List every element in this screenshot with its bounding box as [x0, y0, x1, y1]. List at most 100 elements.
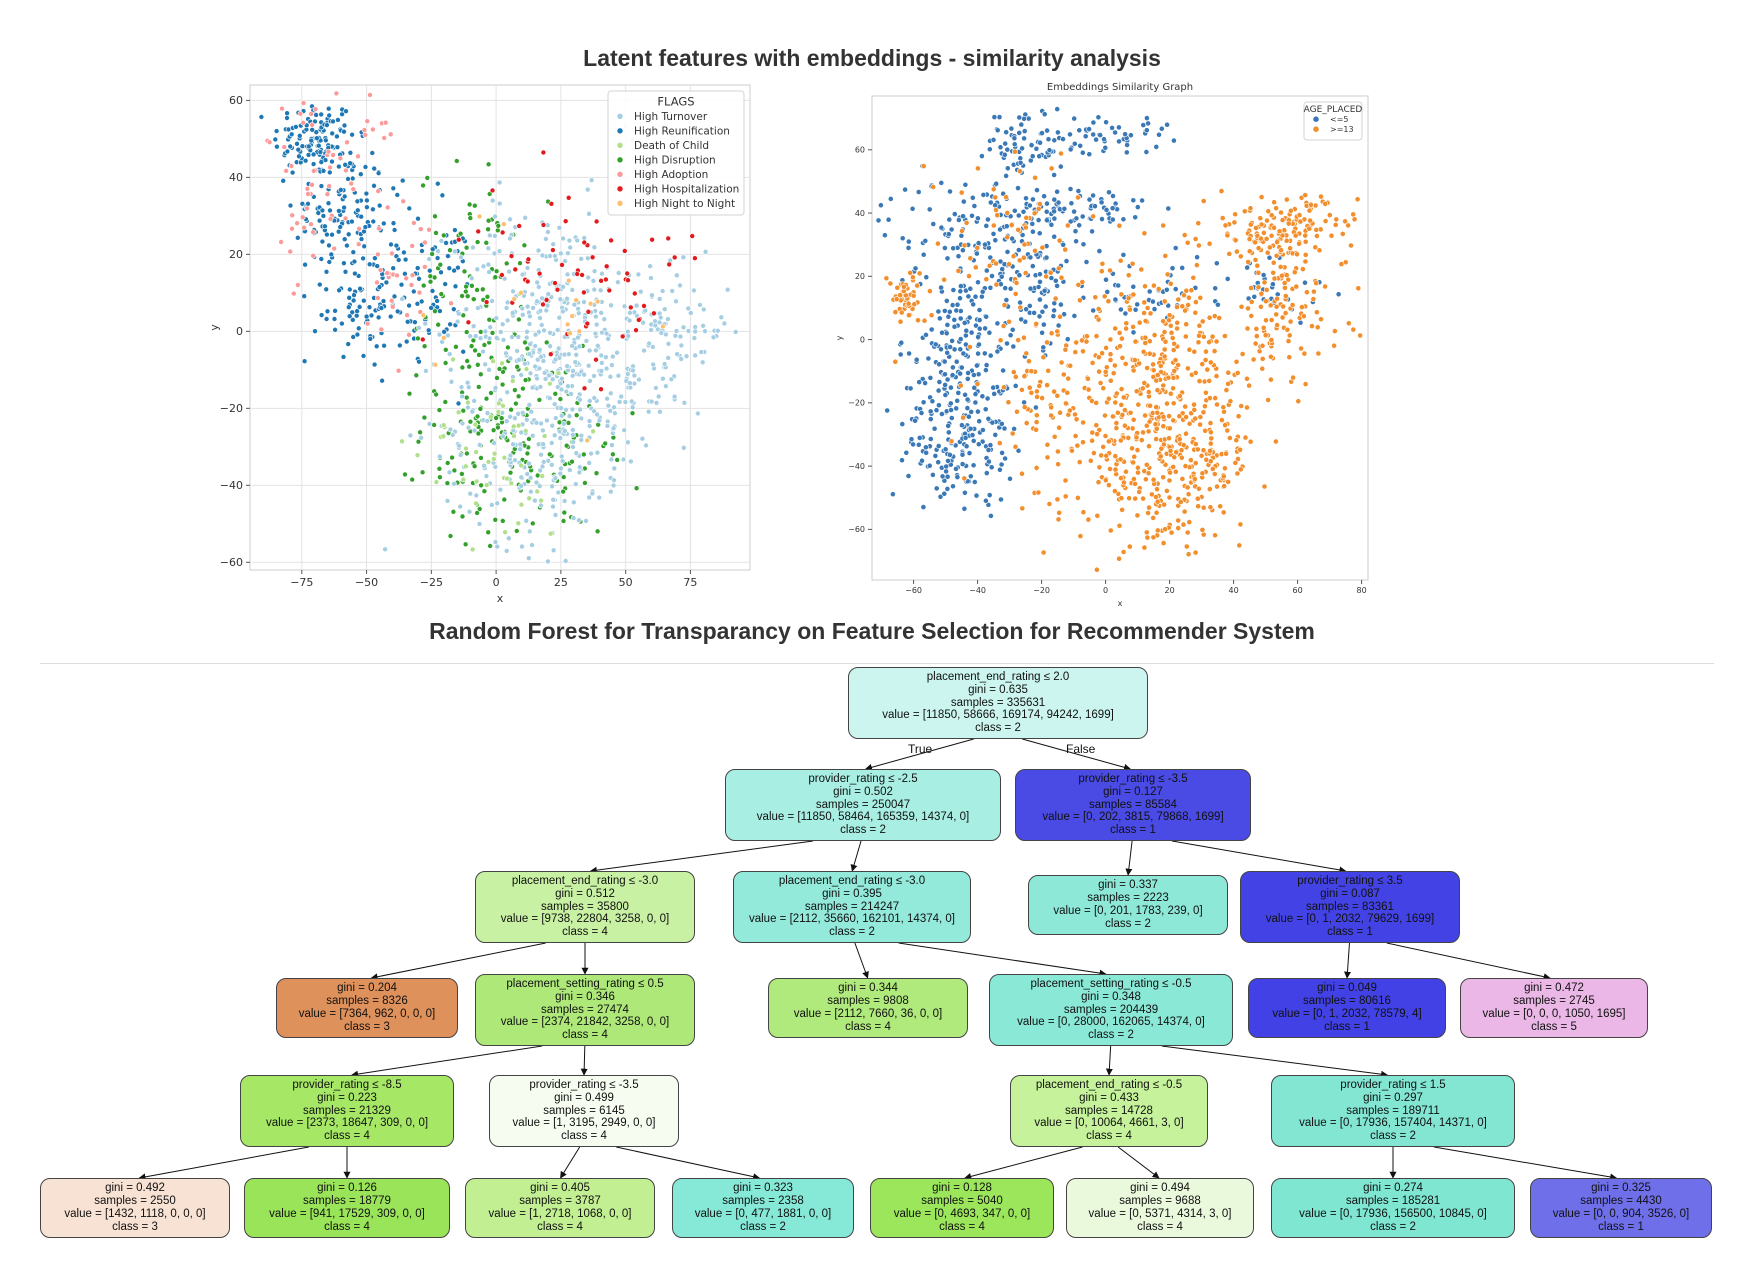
data-point [585, 274, 592, 281]
data-point [342, 162, 348, 168]
data-point [315, 210, 322, 216]
data-point [560, 518, 567, 524]
tree-node-line: gini = 0.433 [1079, 1091, 1139, 1104]
tree-node-line: provider_rating ≤ -2.5 [808, 773, 918, 785]
data-point [526, 436, 532, 442]
data-point [344, 242, 350, 249]
tree-node: placement_setting_rating ≤ 0.5 gini = 0.3… [475, 974, 695, 1046]
data-point [375, 314, 382, 321]
data-point [340, 354, 347, 360]
data-point [289, 212, 295, 219]
data-point [284, 110, 290, 117]
data-point [445, 332, 451, 339]
data-point [556, 314, 563, 321]
data-point [376, 284, 383, 290]
data-point [420, 182, 426, 189]
data-point [564, 295, 570, 302]
tree-node-line: value = [2374, 21842, 3258, 0, 0] [500, 1016, 670, 1029]
data-point [607, 373, 614, 380]
data-point [266, 139, 273, 146]
tree-node-line: class = 1 [1327, 926, 1373, 939]
data-point [564, 271, 571, 278]
data-point [552, 390, 559, 397]
data-point [356, 226, 362, 232]
data-point [288, 163, 295, 169]
data-point [419, 469, 426, 476]
tree-node-line: class = 4 [562, 1029, 608, 1042]
data-point [371, 361, 378, 368]
data-point [381, 135, 387, 141]
tree-node-line: gini = 0.274 [1363, 1182, 1423, 1195]
data-point [306, 143, 312, 150]
data-point [364, 204, 370, 210]
data-point [594, 528, 601, 535]
tree-node: gini = 0.128 samples = 5040 value = [0, 46… [870, 1178, 1054, 1238]
data-point [614, 457, 621, 463]
data-point [281, 144, 288, 150]
data-point [633, 485, 640, 492]
data-point [300, 119, 306, 126]
data-point [522, 377, 529, 383]
data-point [341, 193, 348, 200]
data-point [418, 226, 424, 232]
data-point [351, 292, 357, 298]
tree-node-line: class = 4 [939, 1220, 985, 1233]
tree-node-line: class = 4 [324, 1220, 370, 1233]
data-point [457, 230, 464, 237]
data-point [432, 308, 438, 314]
data-point [436, 465, 443, 472]
tree-node-line: provider_rating ≤ -8.5 [292, 1079, 402, 1091]
data-point [537, 315, 543, 321]
data-point [436, 407, 443, 413]
data-point [566, 237, 573, 244]
tree-node: gini = 0.472 samples = 2745 value = [0, 0,… [1460, 978, 1648, 1038]
data-point [530, 305, 536, 311]
data-point [374, 263, 380, 269]
data-point [341, 122, 348, 129]
tree-node-line: samples = 8326 [326, 995, 408, 1008]
tree-node-line: value = [2373, 18647, 309, 0, 0] [265, 1117, 429, 1130]
data-point [481, 488, 488, 495]
tree-node-line: placement_end_rating ≤ -3.0 [511, 875, 659, 887]
data-point [331, 316, 338, 322]
data-point [326, 112, 332, 119]
data-point [545, 229, 551, 235]
tree-node-line: samples = 14728 [1065, 1104, 1153, 1117]
data-point [381, 220, 387, 227]
tree-node-line: value = [0, 4693, 347, 0, 0] [893, 1208, 1031, 1220]
tree-node-line: value = [0, 5371, 4314, 3, 0] [1088, 1208, 1232, 1220]
data-point [479, 286, 486, 293]
data-point [567, 244, 574, 251]
tree-node-line: class = 2 [840, 824, 886, 837]
data-point [445, 253, 451, 259]
data-point [395, 257, 402, 263]
data-point [421, 343, 428, 350]
data-point [341, 260, 347, 266]
data-point [513, 528, 520, 534]
data-point [402, 471, 408, 478]
data-point [388, 241, 394, 248]
tree-node-line: class = 4 [845, 1020, 891, 1033]
data-point [444, 480, 451, 487]
tree-node-line: class = 4 [562, 926, 608, 939]
tree-node-line: samples = 2550 [94, 1195, 176, 1208]
data-point [341, 236, 348, 242]
data-point [297, 132, 303, 139]
data-point [487, 543, 493, 549]
tree-node-line: gini = 0.346 [555, 990, 615, 1003]
tree-node-line: gini = 0.635 [968, 683, 1028, 696]
data-point [459, 513, 466, 520]
data-point [301, 293, 307, 299]
data-point [454, 318, 461, 325]
data-point [507, 216, 513, 223]
tree-node-line: placement_end_rating ≤ -0.5 [1035, 1079, 1183, 1091]
data-point [310, 253, 316, 259]
data-point [581, 299, 587, 305]
data-point [583, 338, 590, 344]
data-point [475, 430, 482, 437]
data-point [464, 293, 471, 299]
data-point [486, 366, 492, 373]
data-point [350, 334, 356, 340]
data-point [347, 286, 353, 293]
tree-node: gini = 0.337 samples = 2223 value = [0, 20… [1028, 875, 1228, 935]
